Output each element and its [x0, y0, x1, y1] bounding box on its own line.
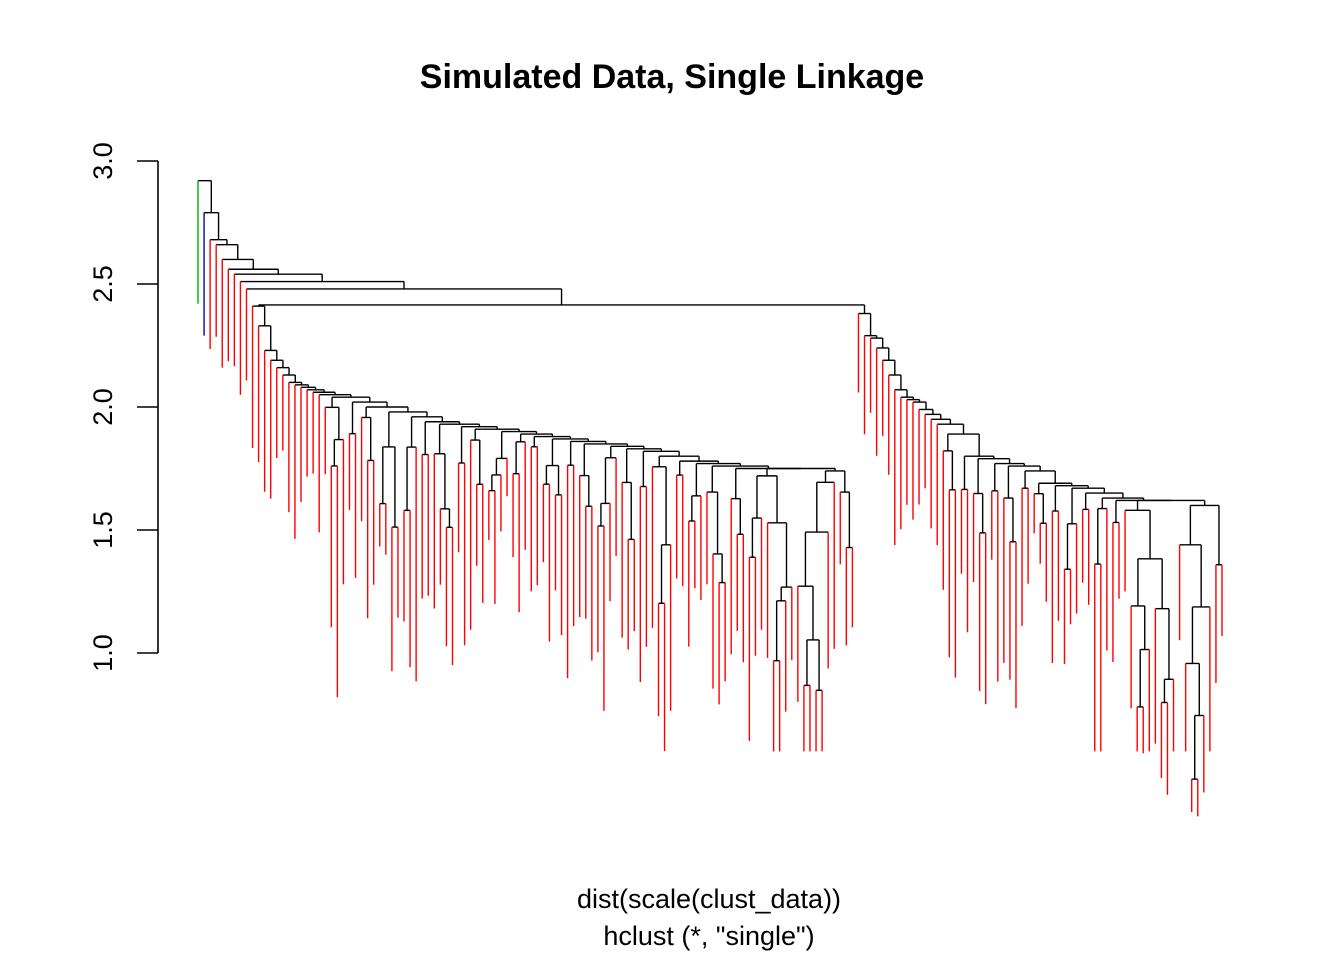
y-axis: 1.0 1.5 2.0 2.5 3.0: [88, 142, 159, 672]
dendrogram-branches: [197, 179, 1223, 817]
y-tick-label: 2.5: [88, 265, 118, 303]
chart-title: Simulated Data, Single Linkage: [419, 58, 925, 96]
y-tick-label: 1.5: [88, 511, 118, 549]
x-axis-label-distance: dist(scale(clust_data)): [576, 884, 842, 914]
y-tick-label: 3.0: [88, 142, 118, 180]
y-tick-label: 2.0: [88, 388, 118, 426]
y-tick-label: 1.0: [88, 634, 118, 672]
x-axis-label-method: hclust (*, "single"): [603, 921, 815, 951]
